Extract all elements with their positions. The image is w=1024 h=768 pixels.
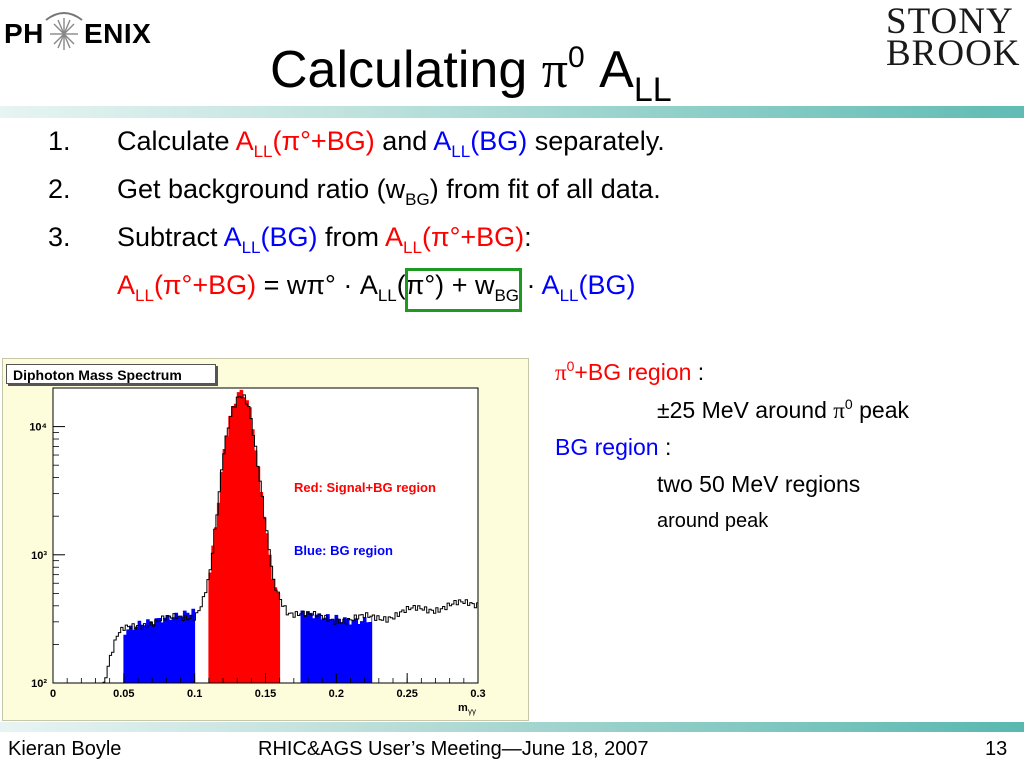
highlight-box (405, 268, 522, 312)
x-tick-label: 0.2 (329, 688, 344, 700)
step-text: ) from fit of all data. (429, 174, 661, 204)
signal-region-detail: ±25 MeV around π0 peak (657, 396, 909, 424)
asym-sub: LL (451, 142, 471, 161)
asym-a: A (223, 222, 242, 252)
asym-a: A (433, 126, 452, 156)
asym-sub: LL (241, 238, 261, 257)
eq-mid-text: = wπ° · (256, 270, 360, 300)
eq-mid-pi: (π°) (396, 270, 445, 300)
x-axis-label: m (458, 702, 468, 714)
asym-a: A (235, 126, 254, 156)
x-tick-label: 0.25 (396, 688, 417, 700)
header-divider (0, 106, 1024, 118)
asym-a: A (385, 222, 404, 252)
stony-brook-logo: STONY BROOK (886, 1, 1022, 74)
bg-label: (BG) (470, 126, 528, 156)
step-number: 2. (48, 174, 71, 204)
spectrum-line (102, 394, 478, 683)
stony-brook-line1: STONY (886, 1, 1014, 42)
signal-detail-a: ±25 MeV around (657, 397, 834, 423)
wbg-sub: BG (405, 190, 430, 209)
eq-rhs-sub: LL (559, 286, 579, 305)
title-subscript: LL (633, 71, 672, 109)
footer-author: Kieran Boyle (8, 738, 122, 760)
eq-dot: · (519, 270, 542, 300)
signal-colon: : (691, 359, 705, 385)
signal-label: (π°+BG) (421, 222, 525, 252)
footer-meeting: RHIC&AGS User’s Meeting—June 18, 2007 (258, 738, 649, 760)
bg-region-label: BG region (555, 434, 659, 460)
starburst-icon (45, 12, 83, 50)
bg-label: (BG) (260, 222, 318, 252)
x-tick-label: 0.3 (470, 688, 485, 700)
y-tick-label: 10³ (31, 550, 47, 562)
y-tick-label: 10⁴ (29, 422, 47, 434)
bg-region-detail-1: two 50 MeV regions (657, 471, 861, 497)
bg-region-heading: BG region : (555, 434, 671, 461)
x-tick-label: 0 (50, 688, 56, 700)
signal-detail-pi: π (833, 398, 845, 423)
signal-pi: π (555, 360, 567, 385)
page-title: Calculating π0 ALL (270, 28, 672, 120)
title-pi: π (541, 42, 568, 99)
step-text: Calculate (117, 126, 236, 156)
stony-brook-line2: BROOK (886, 33, 1021, 74)
annotation-bg: Blue: BG region (294, 543, 393, 558)
step-text: Subtract (117, 222, 224, 252)
y-tick-label: 10² (31, 678, 47, 690)
step-number: 3. (48, 222, 71, 252)
eq-lhs-sig: (π°+BG) (153, 270, 257, 300)
eq-plus: + w (444, 270, 495, 300)
x-tick-label: 0.15 (255, 688, 276, 700)
eq-rhs-bg: (BG) (578, 270, 636, 300)
title-main: Calculating (270, 41, 542, 99)
signal-region-label: +BG region (574, 359, 692, 385)
title-a: A (584, 41, 634, 99)
asym-sub: LL (403, 238, 422, 257)
phenix-logo-text-right: ENIX (84, 18, 152, 49)
step-number: 1. (48, 126, 71, 156)
signal-detail-sup: 0 (844, 396, 853, 412)
eq-rhs-a: A (541, 270, 560, 300)
phenix-logo-text-left: PH (4, 18, 44, 49)
eq-lhs-sub: LL (135, 286, 154, 305)
eq-wbg-sub: BG (494, 286, 520, 305)
bg-region-detail-2: around peak (657, 510, 769, 532)
x-tick-label: 0.05 (113, 688, 134, 700)
eq-mid-a: A (359, 270, 378, 300)
eq-lhs-a: A (117, 270, 136, 300)
asym-sub: LL (253, 142, 273, 161)
signal-region-heading: π0+BG region : (555, 358, 704, 386)
step-text: : (524, 222, 532, 252)
diphoton-spectrum-chart: 0 0.05 0.1 0.15 0.2 0.25 0.3 10² 10³ 10⁴ m γγ Red: S… (29, 387, 486, 716)
annotation-signal: Red: Signal+BG region (294, 480, 436, 495)
signal-label: (π°+BG) (272, 126, 375, 156)
step-text: separately. (527, 126, 665, 156)
chart-title: Diphoton Mass Spectrum (6, 364, 216, 384)
footer-page-number: 13 (985, 738, 1008, 760)
signal-detail-b: peak (852, 397, 909, 423)
bg-colon: : (658, 434, 672, 460)
step-text: Get background ratio (w (117, 174, 406, 204)
phenix-logo: PH ENIX (2, 12, 167, 54)
step-text: from (317, 222, 386, 252)
title-superscript: 0 (567, 41, 585, 74)
signal-sup: 0 (566, 358, 575, 374)
x-axis-label-sub: γγ (468, 707, 476, 716)
step-text: and (374, 126, 434, 156)
eq-mid-sub: LL (377, 286, 397, 305)
x-tick-label: 0.1 (187, 688, 202, 700)
footer-divider (0, 722, 1024, 732)
region-fill-2 (300, 610, 373, 684)
